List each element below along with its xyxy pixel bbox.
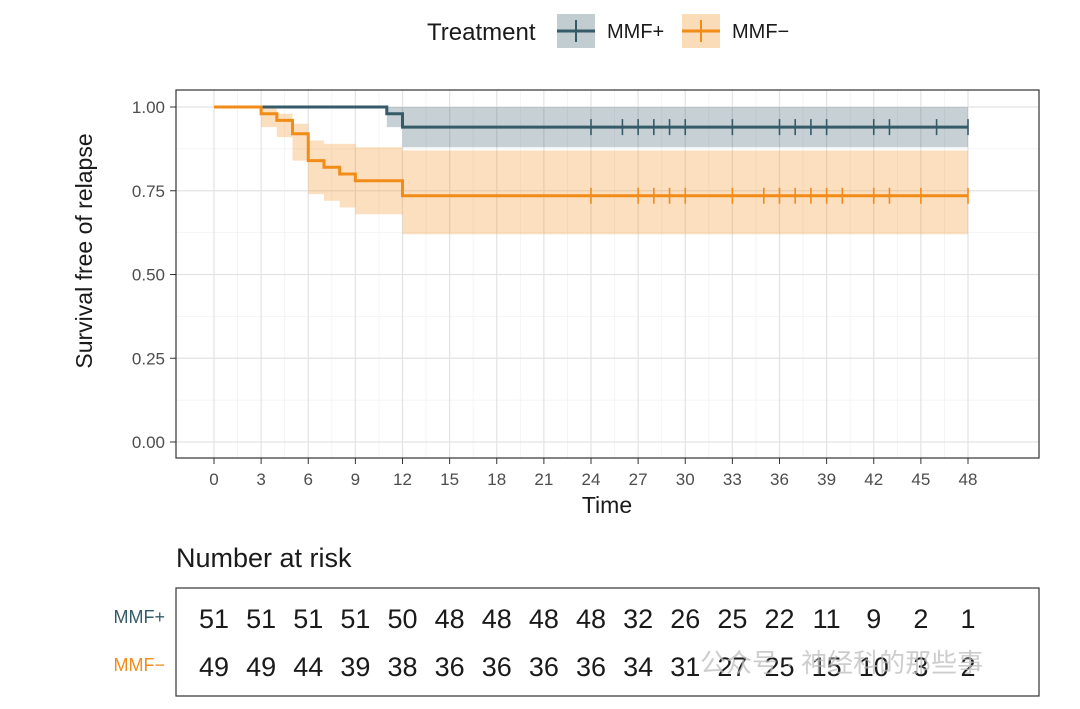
risk-count: 36 [576, 652, 606, 682]
risk-count: 51 [293, 604, 323, 634]
x-tick-label: 6 [304, 470, 313, 489]
risk-count: 10 [859, 652, 889, 682]
risk-table-panel [175, 587, 1040, 697]
survival-line-mmf-minus [214, 105, 968, 198]
risk-count: 22 [764, 604, 794, 634]
risk-count: 50 [387, 604, 417, 634]
risk-count: 51 [246, 604, 276, 634]
risk-count: 25 [717, 604, 747, 634]
x-tick-label: 48 [959, 470, 978, 489]
survival-curves [214, 105, 968, 198]
x-tick-label: 24 [582, 470, 601, 489]
legend: Treatment MMF+ MMF− [427, 14, 789, 48]
risk-table-values: 51 51 51 51 50 48 48 48 48 32 26 25 22 11 9 2 149 49 44 39 3… [199, 604, 976, 682]
risk-count: 51 [340, 604, 370, 634]
risk-count: 32 [623, 604, 653, 634]
legend-label-mmf-minus: MMF− [732, 21, 789, 43]
watermark-text: 公众号 · 神经科的那些事 [700, 648, 983, 678]
risk-count: 44 [293, 652, 323, 682]
risk-count: 3 [913, 652, 928, 682]
y-tick-label: 0.75 [132, 182, 165, 201]
risk-count: 39 [340, 652, 370, 682]
x-tick-label: 15 [440, 470, 459, 489]
x-tick-label: 3 [256, 470, 265, 489]
legend-title: Treatment [427, 19, 536, 46]
x-tick-label: 45 [911, 470, 930, 489]
risk-count: 48 [435, 604, 465, 634]
x-tick-label: 0 [209, 470, 218, 489]
legend-key-mmf-plus [557, 14, 595, 48]
x-tick-label: 39 [817, 470, 836, 489]
y-axis-title: Survival free of relapse [71, 133, 97, 368]
x-tick-label: 18 [487, 470, 506, 489]
x-tick-label: 30 [676, 470, 695, 489]
x-tick-label: 33 [723, 470, 742, 489]
risk-count: 25 [764, 652, 794, 682]
y-tick-label: 0.00 [132, 433, 165, 452]
x-tick-label: 42 [864, 470, 883, 489]
risk-count: 48 [576, 604, 606, 634]
risk-count: 36 [482, 652, 512, 682]
risk-count: 26 [670, 604, 700, 634]
x-tick-label: 12 [393, 470, 412, 489]
legend-label-mmf-plus: MMF+ [607, 21, 664, 43]
risk-count: 49 [246, 652, 276, 682]
risk-count: 2 [960, 652, 975, 682]
y-tick-label: 0.25 [132, 349, 165, 368]
risk-table-title: Number at risk [176, 543, 352, 573]
risk-count: 11 [813, 604, 841, 634]
risk-row-label-mmf-minus: MMF− [114, 655, 166, 675]
censor-marks [590, 119, 969, 204]
x-tick-label: 36 [770, 470, 789, 489]
legend-key-mmf-minus [682, 14, 720, 48]
risk-count: 38 [387, 652, 417, 682]
x-axis: 0 3 6 9 12 15 18 21 24 27 30 33 36 39 42 45 48 [209, 458, 977, 489]
x-tick-label: 21 [534, 470, 553, 489]
y-tick-label: 1.00 [132, 98, 165, 117]
x-tick-label: 9 [351, 470, 360, 489]
risk-count: 34 [623, 652, 653, 682]
risk-row-label-mmf-plus: MMF+ [114, 607, 166, 627]
risk-count: 36 [529, 652, 559, 682]
risk-count: 49 [199, 652, 229, 682]
risk-count: 27 [717, 652, 747, 682]
risk-count: 9 [866, 604, 881, 634]
x-axis-title: Time [582, 492, 632, 518]
risk-count: 48 [529, 604, 559, 634]
risk-count: 15 [812, 652, 842, 682]
x-tick-label: 27 [629, 470, 648, 489]
y-axis: 0.00 0.25 0.50 0.75 1.00 [132, 98, 176, 452]
risk-count: 2 [913, 604, 928, 634]
risk-count: 51 [199, 604, 229, 634]
y-tick-label: 0.50 [132, 266, 165, 285]
risk-count: 48 [482, 604, 512, 634]
gridlines [176, 90, 1039, 458]
survival-line-mmf-plus [214, 105, 968, 129]
risk-count: 1 [960, 604, 975, 634]
risk-count: 36 [435, 652, 465, 682]
risk-count: 31 [670, 652, 700, 682]
